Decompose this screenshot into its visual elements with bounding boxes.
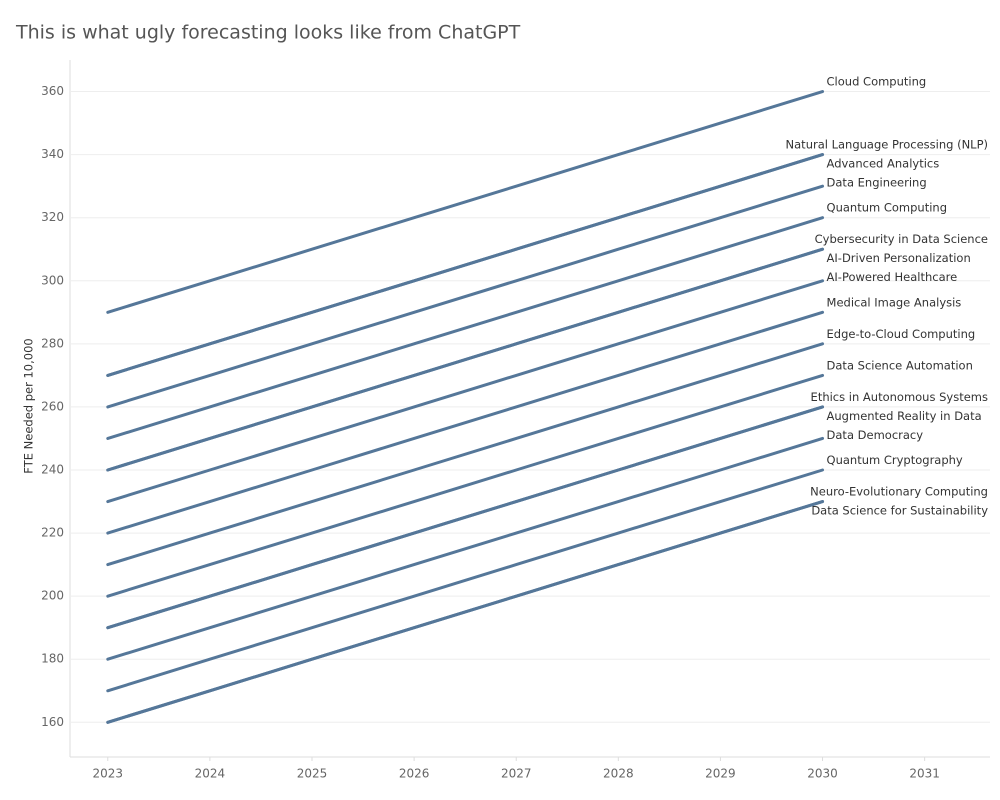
series-line [106,216,825,440]
line-label: Data Democracy [827,428,924,442]
x-tick-label: 2023 [93,767,124,781]
series-line [106,310,825,535]
line-label: Augmented Reality in Data [827,409,982,423]
series-line [106,468,825,693]
y-tick-label: 180 [41,652,64,666]
line-label: Data Science for Sustainability [811,504,988,518]
y-axis-label: FTE Needed per 10,000 [22,338,36,473]
series-line [106,342,825,567]
x-tick-label: 2028 [603,767,634,781]
line-label: Cloud Computing [827,75,927,89]
x-tick-label: 2029 [705,767,736,781]
line-label: Neuro-Evolutionary Computing [810,485,988,499]
series-line [106,184,825,409]
x-tick-label: 2027 [501,767,532,781]
chart-title: This is what ugly forecasting looks like… [15,22,521,44]
series-line [106,500,825,724]
line-label: Ethics in Autonomous Systems [811,390,988,404]
y-tick-label: 220 [41,526,64,540]
x-tick-label: 2031 [909,767,940,781]
line-label: Quantum Computing [827,201,947,215]
line-label: Cybersecurity in Data Science [815,232,988,246]
line-label: AI-Powered Healthcare [827,270,958,284]
line-label: Data Engineering [827,176,927,190]
line-label: Medical Image Analysis [827,295,962,309]
y-tick-label: 320 [41,210,64,224]
y-tick-label: 340 [41,147,64,161]
series-line [106,373,825,598]
y-tick-label: 200 [41,589,64,603]
x-tick-label: 2026 [399,767,430,781]
line-label: Data Science Automation [827,358,973,372]
x-tick-label: 2030 [807,767,838,781]
y-tick-label: 360 [41,84,64,98]
line-label: Edge-to-Cloud Computing [827,327,976,341]
y-tick-label: 160 [41,715,64,729]
x-tick-label: 2024 [195,767,226,781]
y-tick-label: 260 [41,399,64,413]
line-label: Natural Language Processing (NLP) [786,138,988,152]
series-line [106,436,825,661]
series-line [106,279,825,504]
line-label: AI-Driven Personalization [827,251,971,265]
y-tick-label: 300 [41,273,64,287]
y-tick-label: 240 [41,463,64,477]
line-label: Quantum Cryptography [827,453,963,467]
y-tick-label: 280 [41,336,64,350]
series-line [106,90,825,314]
x-tick-label: 2025 [297,767,328,781]
series-line [106,247,825,472]
series-line [106,153,825,377]
line-label: Advanced Analytics [827,157,940,171]
series-line [106,405,825,630]
